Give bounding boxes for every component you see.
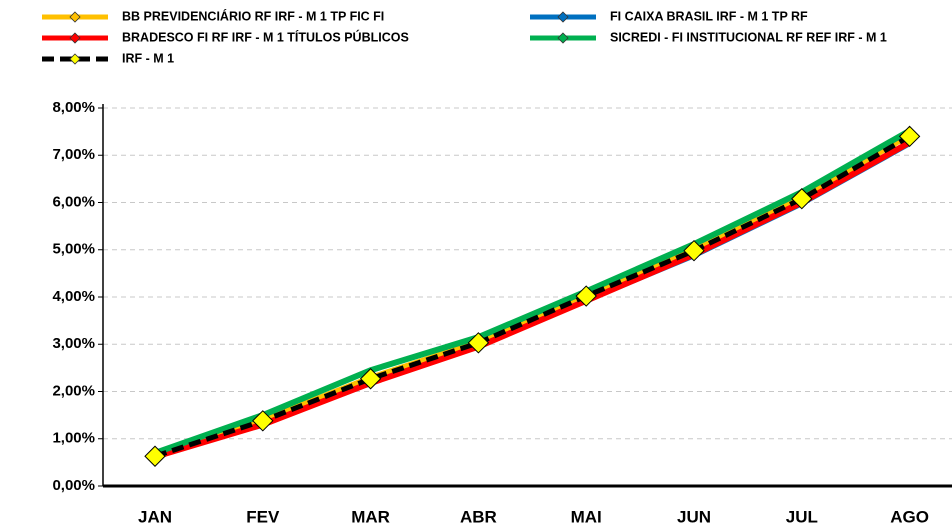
x-tick-label: AGO [890, 507, 929, 526]
legend-marker [557, 32, 569, 44]
legend-label: BRADESCO FI RF IRF - M 1 TÍTULOS PÚBLICO… [122, 29, 409, 44]
legend-label: FI CAIXA BRASIL IRF - M 1 TP RF [610, 9, 808, 23]
legend-marker [557, 11, 569, 23]
y-tick-label: 8,00% [52, 99, 95, 116]
series-line [154, 134, 911, 459]
x-tick-label: JAN [138, 507, 172, 526]
marker [683, 239, 705, 262]
marker [898, 125, 921, 148]
marker [359, 368, 382, 390]
marker [791, 188, 813, 210]
x-tick-label: JUL [786, 507, 818, 526]
y-tick-label: 4,00% [52, 288, 95, 305]
marker [575, 285, 597, 307]
x-tick-label: FEV [246, 507, 280, 526]
legend-label: IRF - M 1 [122, 51, 174, 65]
x-tick-label: JUN [677, 507, 711, 526]
y-tick-label: 7,00% [52, 146, 95, 163]
y-tick-label: 2,00% [52, 382, 95, 399]
legend-marker [69, 11, 81, 23]
legend-marker [69, 53, 81, 65]
y-tick-label: 1,00% [52, 430, 95, 447]
marker [144, 445, 166, 467]
series-line [154, 133, 911, 459]
x-tick-label: MAR [351, 507, 390, 526]
marker [467, 332, 490, 354]
x-tick-label: ABR [460, 507, 497, 526]
legend-marker [69, 32, 81, 44]
legend-label: SICREDI - FI INSTITUCIONAL RF REF IRF - … [610, 30, 887, 44]
x-tick-label: MAI [571, 507, 602, 526]
marker [252, 410, 274, 432]
legend-label: BB PREVIDENCIÁRIO RF IRF - M 1 TP FIC FI [122, 8, 384, 23]
y-tick-label: 0,00% [52, 477, 95, 494]
series-line [154, 139, 912, 460]
y-tick-label: 5,00% [52, 241, 95, 258]
y-tick-label: 3,00% [52, 335, 95, 352]
series-line [154, 128, 912, 456]
y-tick-label: 6,00% [52, 193, 95, 210]
